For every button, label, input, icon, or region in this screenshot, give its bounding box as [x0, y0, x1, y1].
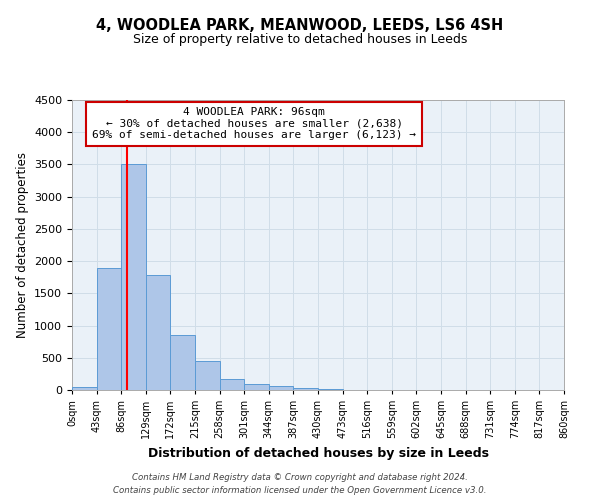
- Text: 4 WOODLEA PARK: 96sqm
← 30% of detached houses are smaller (2,638)
69% of semi-d: 4 WOODLEA PARK: 96sqm ← 30% of detached …: [92, 108, 416, 140]
- Text: Size of property relative to detached houses in Leeds: Size of property relative to detached ho…: [133, 32, 467, 46]
- Y-axis label: Number of detached properties: Number of detached properties: [16, 152, 29, 338]
- Text: 4, WOODLEA PARK, MEANWOOD, LEEDS, LS6 4SH: 4, WOODLEA PARK, MEANWOOD, LEEDS, LS6 4S…: [97, 18, 503, 32]
- Text: Contains HM Land Registry data © Crown copyright and database right 2024.: Contains HM Land Registry data © Crown c…: [132, 474, 468, 482]
- Bar: [220, 378, 244, 390]
- Bar: [72, 387, 97, 390]
- Bar: [293, 388, 318, 390]
- Bar: [269, 386, 293, 390]
- X-axis label: Distribution of detached houses by size in Leeds: Distribution of detached houses by size …: [148, 446, 488, 460]
- Text: Contains public sector information licensed under the Open Government Licence v3: Contains public sector information licen…: [113, 486, 487, 495]
- Bar: [121, 164, 146, 390]
- Bar: [146, 276, 170, 390]
- Bar: [97, 268, 121, 390]
- Bar: [170, 335, 195, 390]
- Bar: [244, 384, 269, 390]
- Bar: [195, 361, 220, 390]
